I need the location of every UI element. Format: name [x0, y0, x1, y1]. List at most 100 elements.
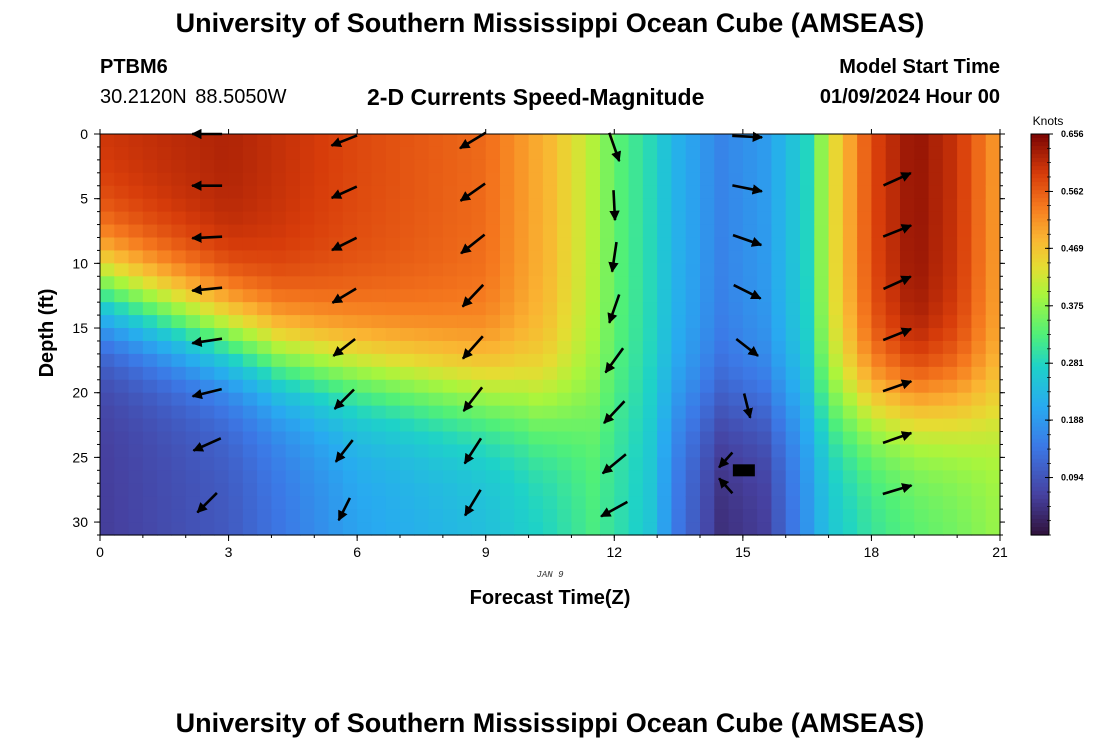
heatmap-cell	[385, 237, 401, 252]
heatmap-cell	[828, 509, 844, 523]
heatmap-cell	[385, 392, 401, 407]
heatmap-cell	[500, 250, 515, 264]
heatmap-cell	[871, 159, 887, 174]
heatmap-cell	[185, 353, 201, 368]
current-vector	[732, 184, 763, 195]
heatmap-cell	[542, 470, 558, 484]
heatmap-cell	[300, 302, 315, 316]
heatmap-cell	[642, 444, 658, 458]
heatmap-cell	[371, 146, 387, 161]
heatmap-cell	[114, 418, 130, 433]
heatmap-cell	[957, 328, 973, 342]
heatmap-cell	[300, 353, 315, 368]
heatmap-cell	[600, 276, 615, 290]
heatmap-cell	[957, 134, 973, 148]
heatmap-cell	[485, 198, 501, 213]
heatmap-cell	[428, 159, 444, 174]
colorbar-swatch	[1031, 326, 1049, 332]
heatmap-cell	[714, 392, 730, 407]
heatmap-cell	[614, 276, 630, 290]
colorbar-swatch	[1031, 342, 1049, 348]
heatmap-cell	[771, 315, 787, 329]
heatmap-cell	[514, 483, 530, 497]
heatmap-cell	[785, 211, 801, 226]
heatmap-cell	[914, 418, 930, 433]
heatmap-cell	[300, 185, 315, 200]
heatmap-cell	[471, 366, 487, 381]
heatmap-cell	[142, 366, 158, 381]
heatmap-cell	[700, 185, 715, 200]
heatmap-cell	[614, 366, 630, 381]
heatmap-cell	[342, 470, 358, 484]
heatmap-cell	[371, 522, 387, 536]
model-start-label: Model Start Time	[839, 56, 1000, 78]
heatmap-cell	[442, 134, 458, 148]
heatmap-cell	[185, 522, 201, 536]
heatmap-cell	[514, 405, 530, 420]
heatmap-cell	[100, 418, 115, 433]
heatmap-cell	[542, 522, 558, 536]
heatmap-cell	[557, 379, 573, 394]
heatmap-cell	[685, 134, 701, 148]
colorbar-swatch	[1031, 146, 1049, 151]
colorbar-swatch	[1031, 422, 1049, 428]
heatmap-cell	[928, 289, 944, 303]
heatmap-cell	[871, 172, 887, 187]
heatmap-cell	[200, 366, 215, 381]
heatmap-cell	[700, 289, 715, 303]
heatmap-cell	[342, 418, 358, 433]
heatmap-cell	[285, 289, 301, 303]
heatmap-cell	[442, 159, 458, 174]
heatmap-cell	[771, 353, 787, 368]
heatmap-cell	[114, 340, 130, 355]
heatmap-cell	[842, 431, 858, 446]
heatmap-cell	[371, 353, 387, 368]
heatmap-cell	[428, 172, 444, 187]
x-tick-label: 18	[864, 544, 880, 560]
heatmap-cell	[342, 276, 358, 290]
heatmap-cell	[300, 470, 315, 484]
heatmap-cell	[700, 146, 715, 161]
heatmap-cell	[200, 340, 215, 355]
heatmap-cell	[171, 340, 187, 355]
heatmap-cell	[828, 237, 844, 252]
heatmap-cell	[971, 496, 987, 510]
heatmap-cell	[171, 185, 187, 200]
heatmap-cell	[514, 392, 530, 407]
heatmap-cell	[985, 496, 1001, 510]
heatmap-cell	[900, 134, 915, 148]
heatmap-cell	[442, 315, 458, 329]
heatmap-cell	[757, 340, 773, 355]
heatmap-cell	[185, 276, 201, 290]
current-vector	[463, 489, 482, 517]
heatmap-cell	[557, 470, 573, 484]
heatmap-cell	[214, 470, 230, 484]
heatmap-cell	[657, 250, 673, 264]
heatmap-cell	[971, 224, 987, 239]
heatmap-cell	[200, 289, 215, 303]
heatmap-cell	[714, 353, 730, 368]
heatmap-cell	[914, 366, 930, 381]
heatmap-cell	[500, 366, 515, 381]
heatmap-cell	[671, 457, 687, 471]
heatmap-cell	[628, 470, 644, 484]
heatmap-cell	[185, 496, 201, 510]
heatmap-cell	[728, 340, 744, 355]
heatmap-cell	[757, 457, 773, 471]
heatmap-cell	[585, 328, 601, 342]
heatmap-cell	[542, 366, 558, 381]
heatmap-cell	[157, 159, 173, 174]
current-vector	[882, 171, 912, 187]
heatmap-cell	[785, 340, 801, 355]
heatmap-cell	[828, 302, 844, 316]
y-tick-label: 5	[80, 191, 88, 207]
heatmap-cell	[942, 483, 958, 497]
heatmap-cell	[728, 509, 744, 523]
heatmap-cell	[628, 263, 644, 277]
heatmap-cell	[614, 134, 630, 148]
heatmap-cell	[500, 146, 515, 161]
heatmap-cell	[528, 405, 544, 420]
colorbar-swatch	[1031, 174, 1049, 179]
heatmap-cell	[314, 353, 330, 368]
heatmap-cell	[214, 276, 230, 290]
